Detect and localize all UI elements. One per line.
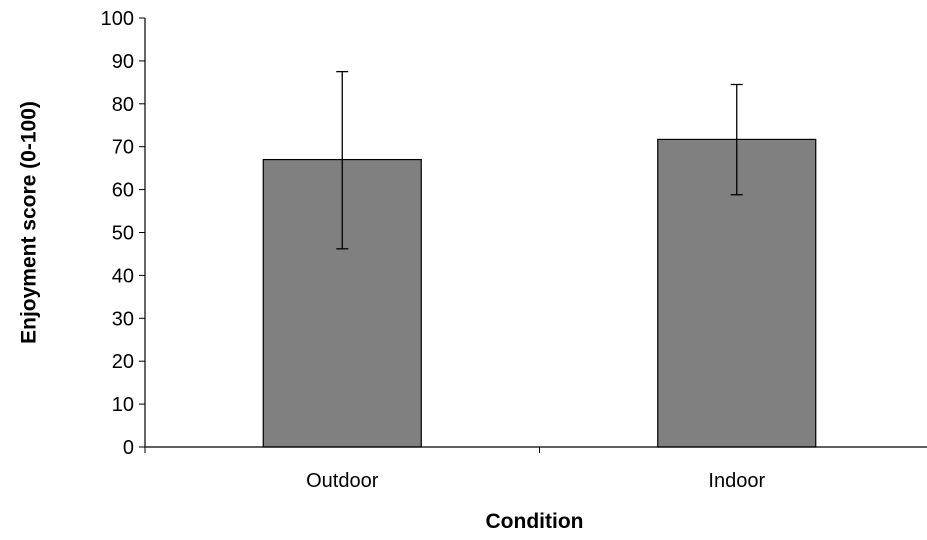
bars bbox=[262, 138, 817, 448]
x-axis-title: Condition bbox=[486, 510, 584, 533]
y-tick-label: 30 bbox=[112, 308, 134, 330]
y-tick-label: 100 bbox=[101, 8, 134, 30]
y-tick-label: 60 bbox=[112, 180, 134, 202]
y-tick-label: 20 bbox=[112, 351, 134, 373]
y-axis-title: Enjoyment score (0-100) bbox=[18, 101, 41, 344]
x-tick-label: Indoor bbox=[708, 470, 765, 492]
y-tick-label: 80 bbox=[112, 94, 134, 116]
y-tick-label: 90 bbox=[112, 51, 134, 73]
y-tick-label: 70 bbox=[112, 137, 134, 159]
error-bars bbox=[336, 70, 743, 250]
y-tick-label: 50 bbox=[112, 223, 134, 245]
x-tick-label: Outdoor bbox=[306, 470, 379, 492]
y-tick-label: 0 bbox=[123, 437, 134, 459]
y-tick-label: 40 bbox=[112, 265, 134, 287]
x-axis-ticks: Outdoor Indoor bbox=[144, 447, 765, 492]
y-axis-ticks: 0 10 20 30 40 50 60 70 80 90 100 bbox=[101, 8, 145, 459]
y-tick-label: 10 bbox=[112, 394, 134, 416]
